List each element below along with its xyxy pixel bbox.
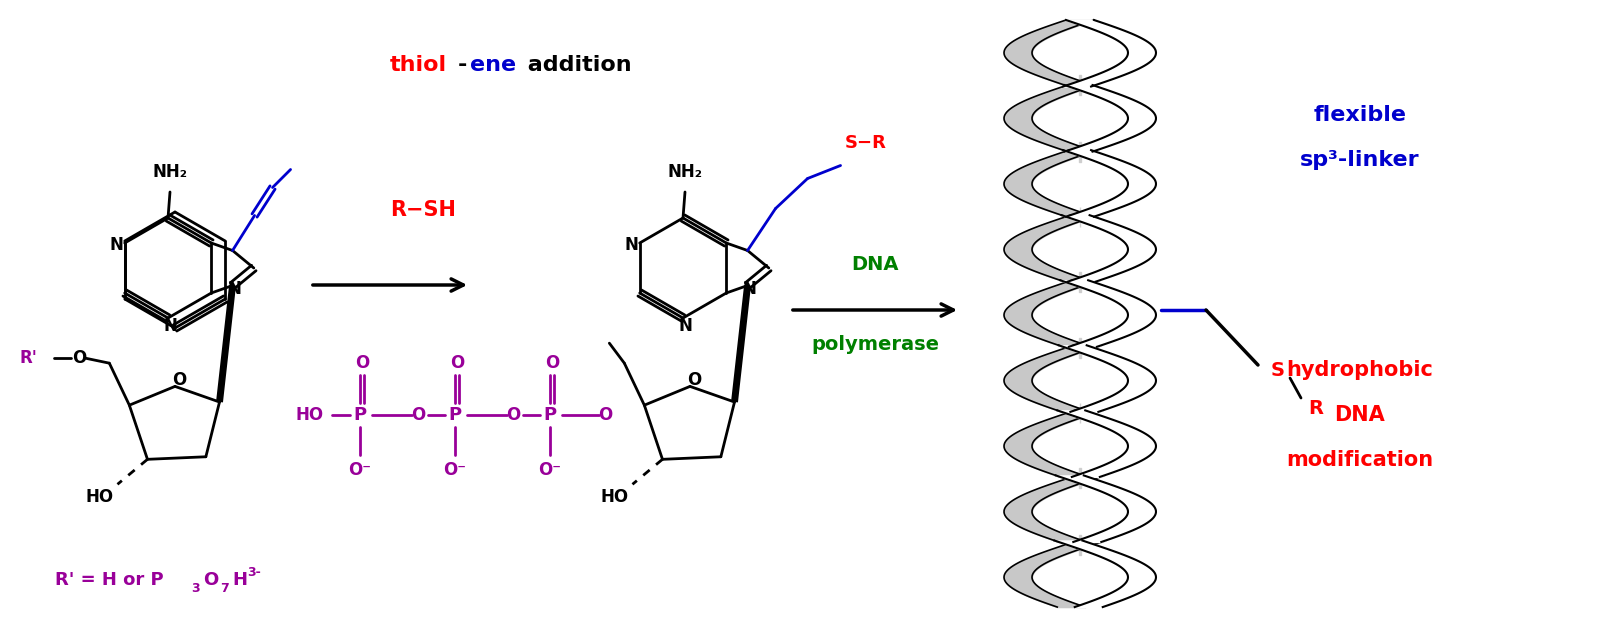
- Text: NH₂: NH₂: [152, 163, 187, 181]
- Text: O: O: [506, 406, 520, 424]
- Text: 3: 3: [191, 581, 200, 594]
- Text: HO: HO: [86, 488, 113, 506]
- Text: O⁻: O⁻: [538, 461, 561, 479]
- Text: polymerase: polymerase: [811, 335, 939, 355]
- Text: S: S: [1272, 360, 1285, 379]
- Text: O: O: [598, 406, 612, 424]
- Text: S−R: S−R: [845, 133, 887, 152]
- Text: hydrophobic: hydrophobic: [1286, 360, 1433, 380]
- Text: N: N: [743, 281, 756, 299]
- Text: R': R': [19, 349, 37, 367]
- Text: O⁻: O⁻: [443, 461, 467, 479]
- Text: P: P: [354, 406, 367, 424]
- Text: N: N: [679, 317, 692, 335]
- Text: sp³-linker: sp³-linker: [1301, 150, 1420, 170]
- Text: O: O: [171, 371, 186, 389]
- Text: HO: HO: [601, 488, 629, 506]
- Text: P: P: [448, 406, 462, 424]
- Text: O: O: [73, 349, 87, 367]
- Text: DNA: DNA: [852, 255, 898, 274]
- Text: R−SH: R−SH: [389, 200, 456, 220]
- Text: HO: HO: [296, 406, 325, 424]
- Text: O: O: [545, 354, 559, 372]
- Text: N: N: [625, 236, 638, 254]
- Text: O⁻: O⁻: [349, 461, 372, 479]
- Text: DNA: DNA: [1335, 405, 1385, 425]
- Text: addition: addition: [520, 55, 632, 75]
- Text: 3-: 3-: [247, 565, 260, 579]
- Text: O: O: [449, 354, 464, 372]
- Text: H: H: [233, 571, 247, 589]
- Text: 7: 7: [220, 581, 229, 594]
- Text: P: P: [543, 406, 556, 424]
- Text: modification: modification: [1286, 450, 1433, 470]
- Text: O: O: [356, 354, 368, 372]
- Text: R: R: [1309, 399, 1324, 418]
- Text: NH₂: NH₂: [667, 163, 703, 181]
- Text: O: O: [687, 371, 701, 389]
- Text: R' = H or P: R' = H or P: [55, 571, 163, 589]
- Text: N: N: [228, 281, 241, 299]
- Text: O: O: [204, 571, 218, 589]
- Text: N: N: [110, 236, 124, 254]
- Text: N: N: [163, 317, 176, 335]
- Text: O: O: [410, 406, 425, 424]
- Text: ene: ene: [470, 55, 516, 75]
- Text: thiol: thiol: [389, 55, 448, 75]
- Text: -: -: [457, 55, 467, 75]
- Text: flexible: flexible: [1314, 105, 1406, 125]
